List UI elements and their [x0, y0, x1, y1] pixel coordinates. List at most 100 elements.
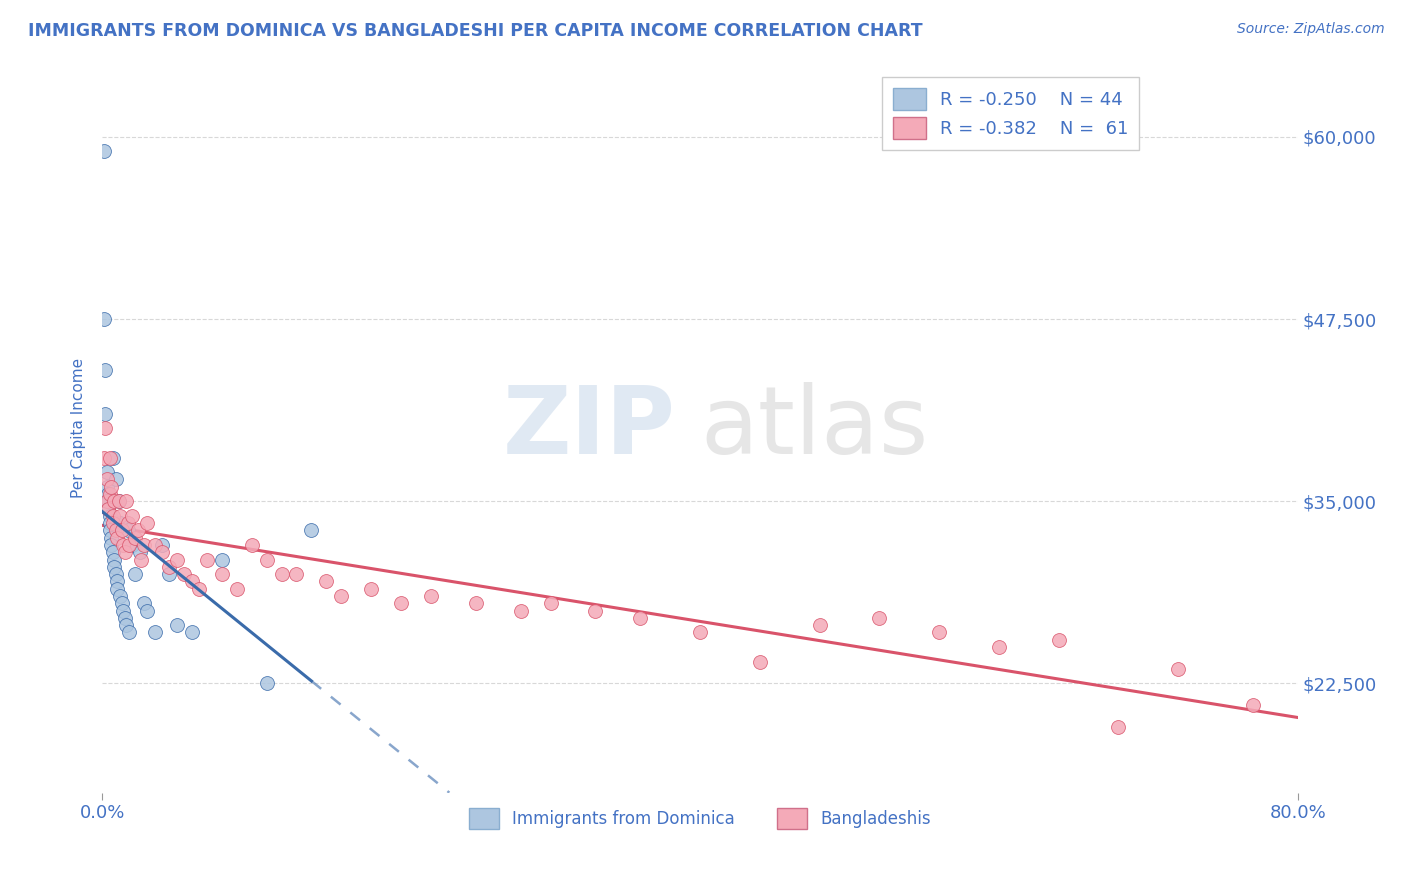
- Point: [121, 508, 143, 523]
- Point: [150, 545, 173, 559]
- Point: [104, 524, 127, 538]
- Point: [330, 589, 353, 603]
- Point: [166, 552, 188, 566]
- Point: [94, 363, 117, 377]
- Point: [143, 625, 166, 640]
- Point: [100, 538, 122, 552]
- Point: [93, 312, 115, 326]
- Point: [101, 516, 124, 530]
- Point: [1167, 662, 1189, 676]
- Point: [107, 494, 129, 508]
- Point: [114, 545, 136, 559]
- Point: [107, 494, 129, 508]
- Point: [103, 559, 125, 574]
- Point: [240, 538, 263, 552]
- Text: ZIP: ZIP: [503, 383, 676, 475]
- Point: [103, 552, 125, 566]
- Point: [808, 618, 831, 632]
- Point: [96, 472, 118, 486]
- Point: [104, 567, 127, 582]
- Point: [105, 531, 128, 545]
- Y-axis label: Per Capita Income: Per Capita Income: [72, 359, 86, 499]
- Point: [94, 421, 117, 435]
- Point: [124, 531, 146, 545]
- Point: [98, 524, 121, 538]
- Point: [118, 538, 141, 552]
- Point: [987, 640, 1010, 654]
- Point: [1047, 632, 1070, 647]
- Text: Source: ZipAtlas.com: Source: ZipAtlas.com: [1237, 22, 1385, 37]
- Point: [868, 611, 890, 625]
- Point: [270, 567, 292, 582]
- Point: [389, 596, 412, 610]
- Point: [583, 603, 606, 617]
- Point: [360, 582, 382, 596]
- Point: [97, 494, 120, 508]
- Point: [285, 567, 308, 582]
- Point: [173, 567, 195, 582]
- Point: [166, 618, 188, 632]
- Point: [211, 552, 233, 566]
- Point: [129, 552, 152, 566]
- Text: atlas: atlas: [700, 383, 928, 475]
- Point: [256, 552, 278, 566]
- Point: [143, 538, 166, 552]
- Point: [97, 487, 120, 501]
- Point: [108, 508, 131, 523]
- Point: [124, 567, 146, 582]
- Point: [101, 508, 124, 523]
- Point: [98, 450, 121, 465]
- Point: [136, 603, 159, 617]
- Point: [256, 676, 278, 690]
- Point: [115, 494, 138, 508]
- Point: [97, 501, 120, 516]
- Point: [188, 582, 211, 596]
- Point: [132, 596, 155, 610]
- Point: [115, 618, 138, 632]
- Point: [225, 582, 247, 596]
- Point: [159, 567, 181, 582]
- Point: [111, 524, 134, 538]
- Point: [100, 480, 122, 494]
- Point: [117, 516, 139, 530]
- Point: [1108, 720, 1130, 734]
- Point: [100, 531, 122, 545]
- Point: [101, 545, 124, 559]
- Point: [150, 538, 173, 552]
- Point: [98, 516, 121, 530]
- Point: [301, 524, 323, 538]
- Point: [118, 625, 141, 640]
- Point: [315, 574, 337, 589]
- Point: [93, 145, 115, 159]
- Point: [105, 582, 128, 596]
- Point: [420, 589, 443, 603]
- Text: IMMIGRANTS FROM DOMINICA VS BANGLADESHI PER CAPITA INCOME CORRELATION CHART: IMMIGRANTS FROM DOMINICA VS BANGLADESHI …: [28, 22, 922, 40]
- Point: [195, 552, 218, 566]
- Point: [111, 596, 134, 610]
- Point: [101, 450, 124, 465]
- Point: [96, 465, 118, 479]
- Point: [108, 589, 131, 603]
- Point: [136, 516, 159, 530]
- Point: [108, 516, 131, 530]
- Point: [748, 655, 770, 669]
- Point: [180, 625, 202, 640]
- Point: [96, 480, 118, 494]
- Point: [117, 524, 139, 538]
- Point: [94, 407, 117, 421]
- Point: [132, 538, 155, 552]
- Point: [104, 472, 127, 486]
- Point: [93, 450, 115, 465]
- Point: [112, 603, 135, 617]
- Point: [928, 625, 950, 640]
- Point: [121, 538, 143, 552]
- Point: [105, 574, 128, 589]
- Point: [159, 559, 181, 574]
- Point: [540, 596, 562, 610]
- Point: [464, 596, 486, 610]
- Point: [128, 545, 150, 559]
- Point: [96, 494, 118, 508]
- Point: [103, 494, 125, 508]
- Point: [1241, 698, 1264, 713]
- Point: [180, 574, 202, 589]
